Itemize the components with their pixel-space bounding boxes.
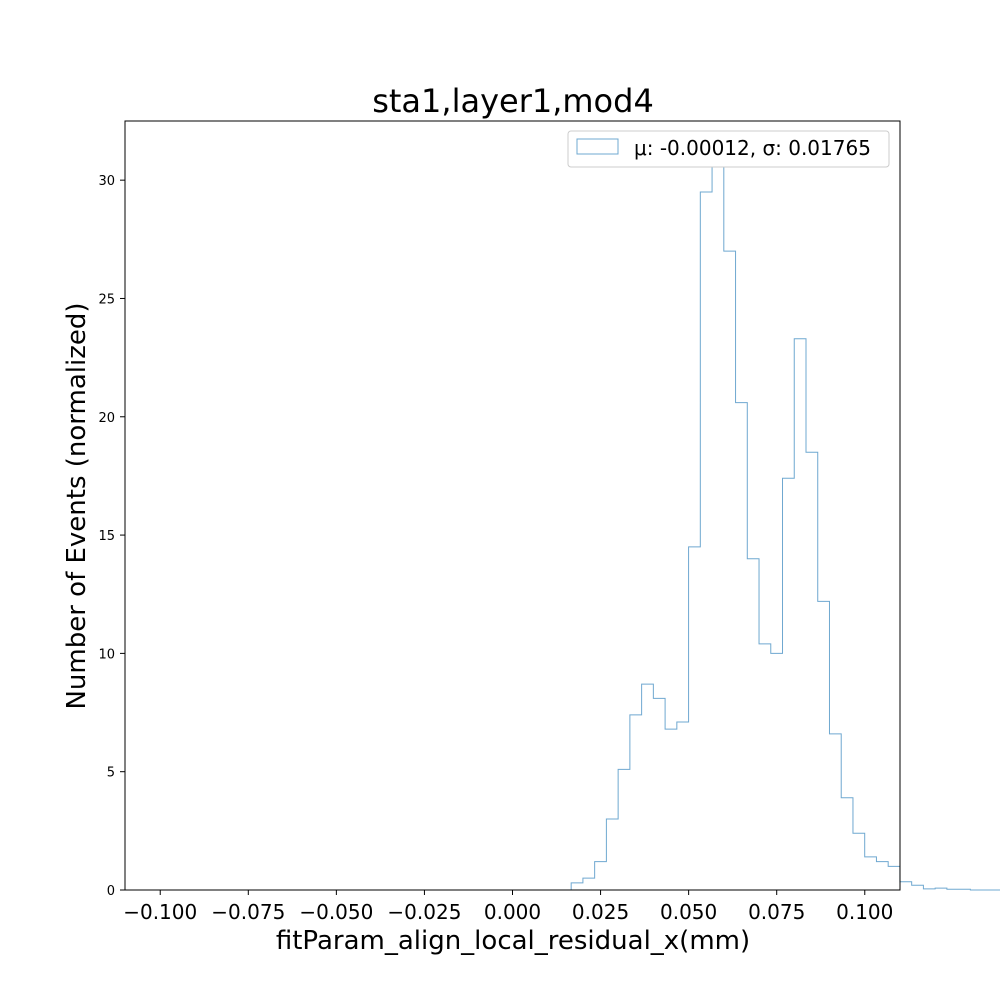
x-axis: −0.100 −0.075 −0.050 −0.025 0.000 0.025 0.050 0…: [123, 890, 893, 924]
chart-title: sta1,layer1,mod4: [372, 82, 654, 120]
y-tick-label: 20: [98, 411, 115, 426]
y-tick-label: 0: [107, 884, 115, 899]
y-axis: 0 5 10 15 20 25 30: [98, 174, 125, 899]
x-tick-label: −0.050: [299, 900, 373, 924]
x-tick-label: −0.075: [211, 900, 285, 924]
y-tick-label: 15: [98, 529, 115, 544]
y-tick-label: 10: [98, 647, 115, 662]
x-tick-label: 0.075: [748, 900, 805, 924]
legend-swatch: [576, 138, 619, 155]
y-tick-label: 5: [107, 766, 115, 781]
x-tick-label: −0.100: [123, 900, 197, 924]
x-axis-label: fitParam_align_local_residual_x(mm): [276, 926, 750, 956]
y-tick-label: 30: [98, 174, 115, 189]
y-tick-label: 25: [98, 292, 115, 307]
legend-entry-label: μ: -0.00012, σ: 0.01765: [634, 136, 871, 160]
legend: μ: -0.00012, σ: 0.01765: [567, 130, 890, 168]
legend-box: [567, 130, 890, 168]
x-tick-label: 0.100: [836, 900, 893, 924]
x-tick-label: 0.000: [484, 900, 541, 924]
x-tick-label: −0.025: [387, 900, 461, 924]
y-axis-label: Number of Events (normalized): [62, 302, 92, 709]
x-tick-label: 0.025: [572, 900, 629, 924]
x-tick-label: 0.050: [660, 900, 717, 924]
